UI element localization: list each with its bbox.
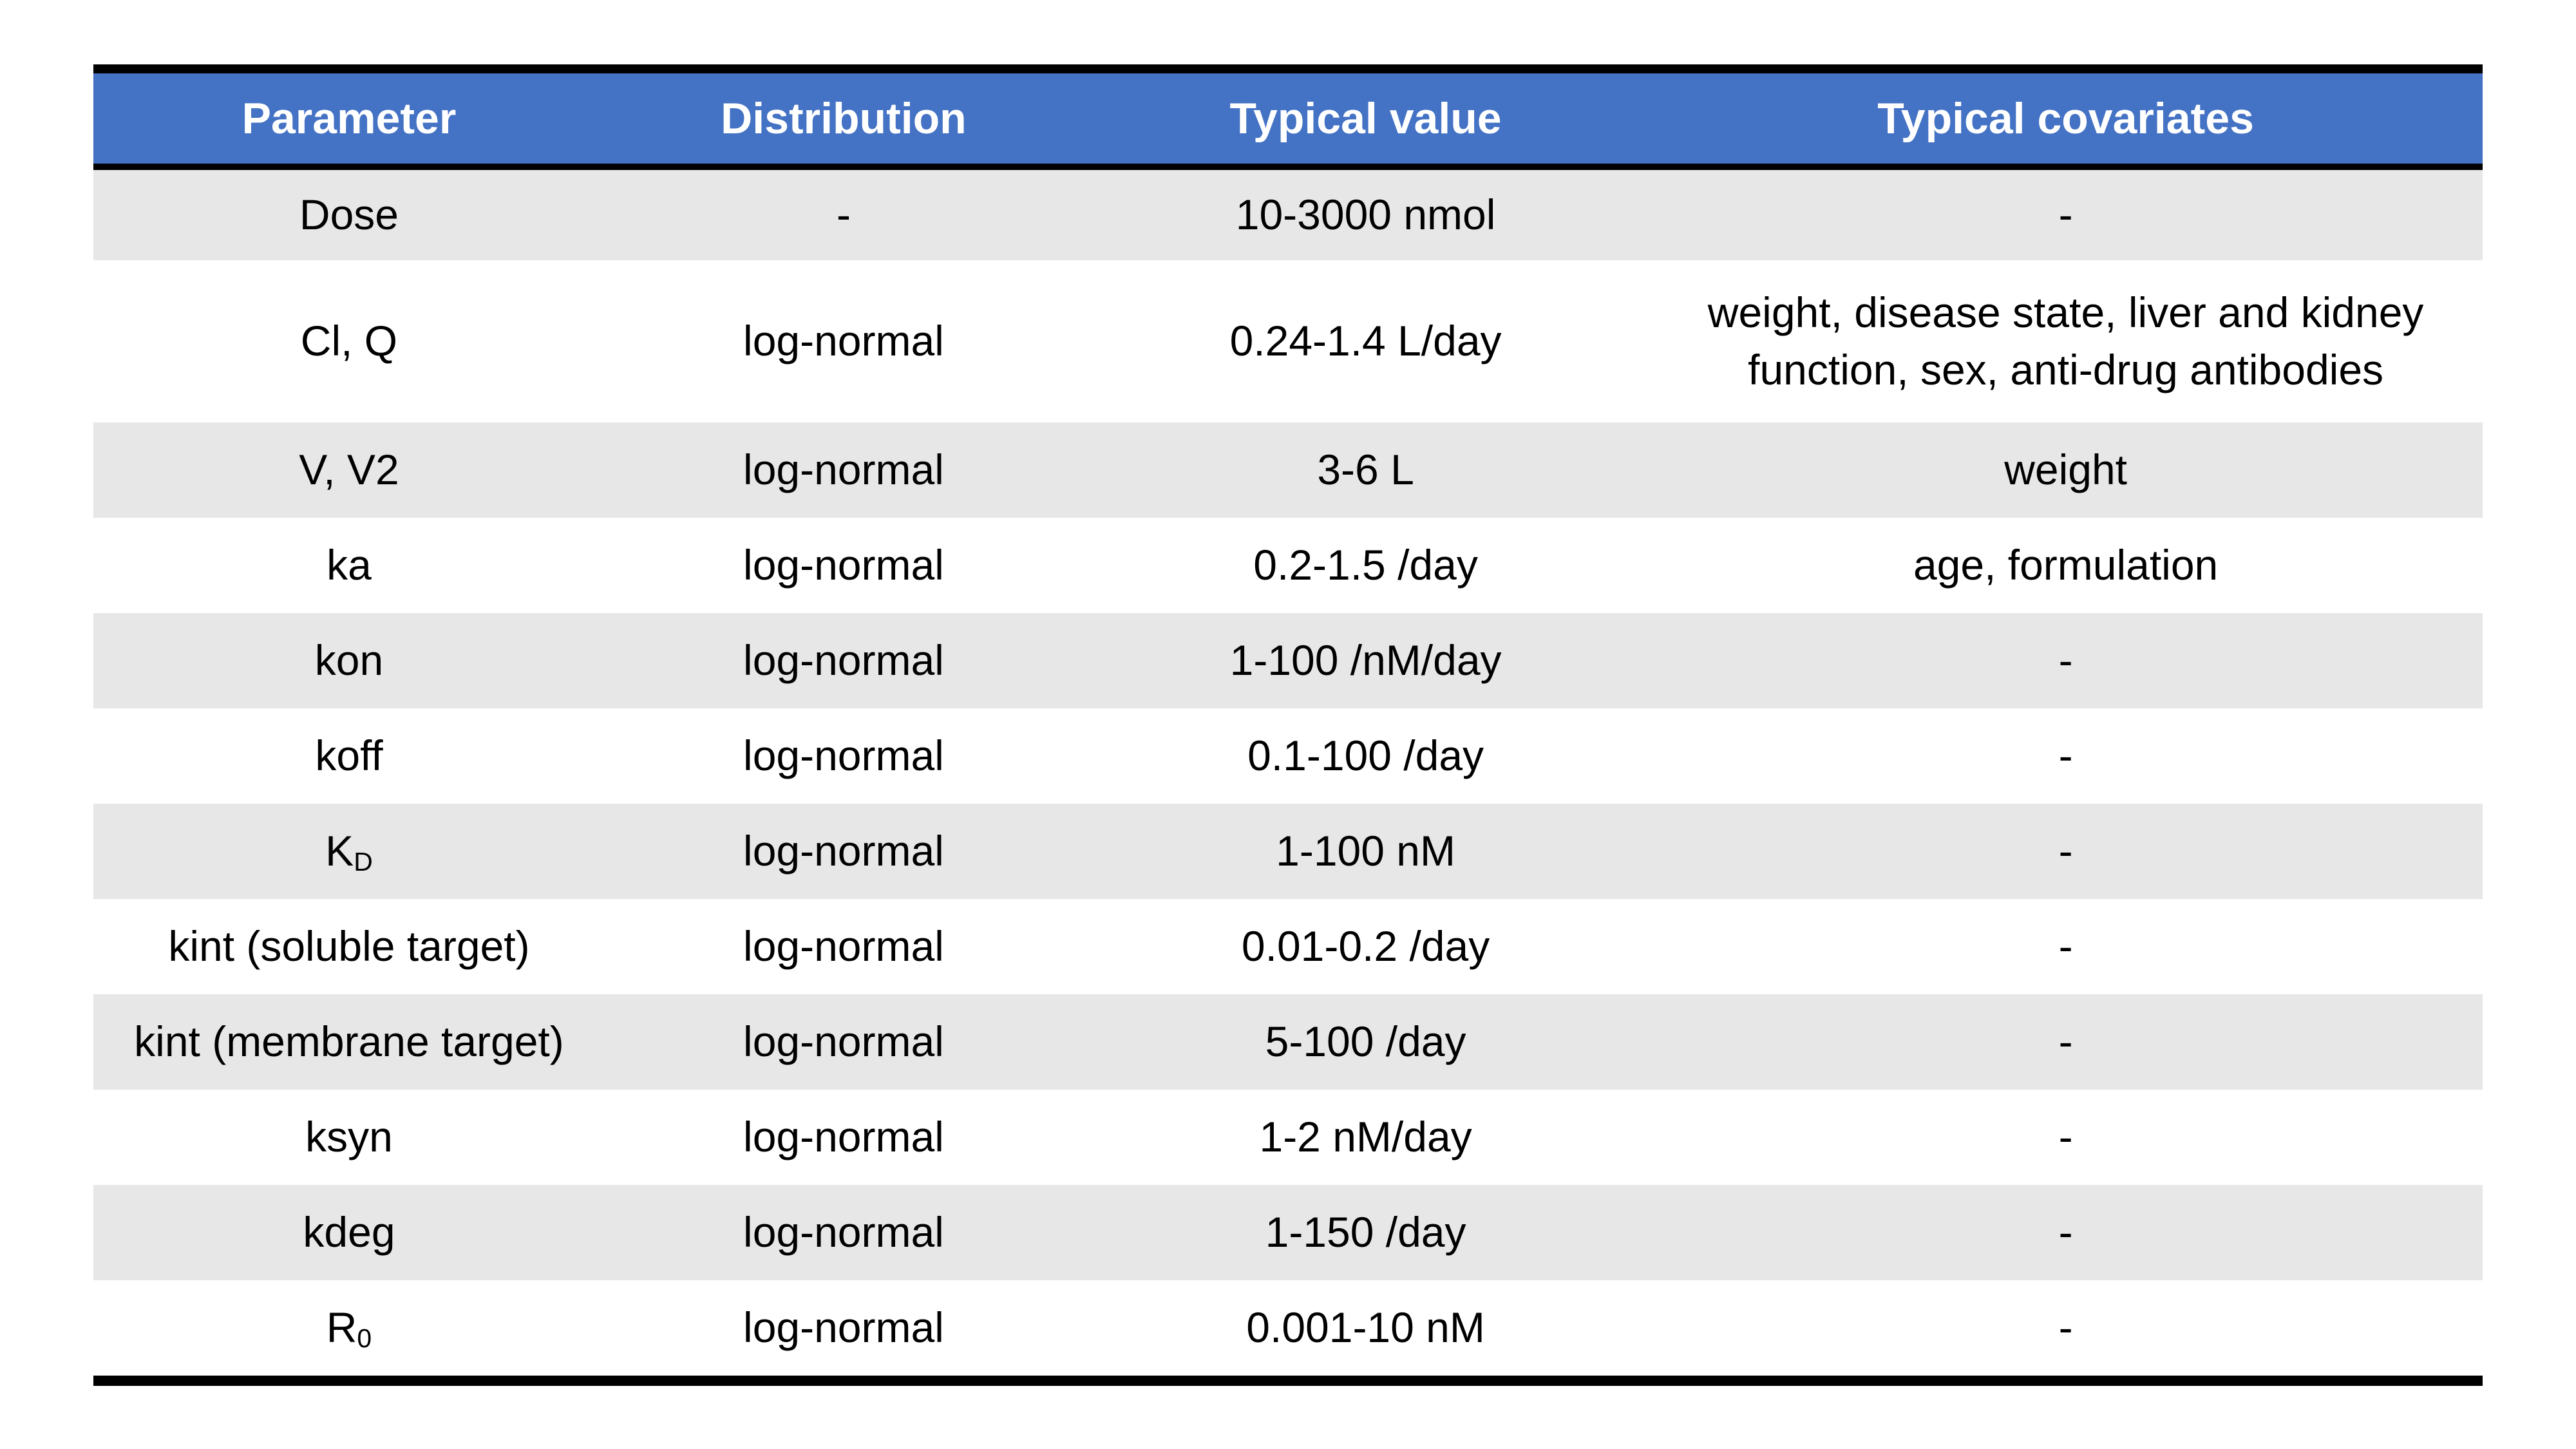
typical-covariates-text: - <box>2058 1303 2073 1352</box>
cell-typical-covariates: - <box>1649 1299 2483 1356</box>
cell-parameter: kdeg <box>93 1204 605 1261</box>
cell-typical-covariates: weight, disease state, liver and kidney … <box>1649 284 2483 399</box>
parameter-name: kint (soluble target) <box>168 922 530 971</box>
typical-covariates-text: weight <box>2004 446 2127 494</box>
table-header-row: Parameter Distribution Typical value Typ… <box>93 73 2483 170</box>
cell-typical-value: 1-150 /day <box>1265 1208 1466 1256</box>
typical-covariates-text: age, formulation <box>1913 541 2219 589</box>
cell-distribution: log-normal <box>743 1208 944 1256</box>
cell-distribution: - <box>836 191 851 239</box>
table-row: kon log-normal 1-100 /nM/day - <box>93 613 2483 708</box>
parameter-name: koff <box>315 732 383 780</box>
cell-typical-value: 10-3000 nmol <box>1235 191 1496 239</box>
cell-typical-value: 1-2 nM/day <box>1259 1113 1472 1161</box>
typical-covariates-text: weight, disease state, liver and kidney … <box>1707 288 2424 393</box>
parameter-name: kint (membrane target) <box>134 1018 564 1066</box>
parameter-subscript: D <box>354 846 373 876</box>
typical-covariates-text: - <box>2058 922 2073 971</box>
cell-distribution: log-normal <box>743 827 944 875</box>
cell-typical-covariates: - <box>1649 822 2483 880</box>
column-header-typical-value: Typical value <box>1229 93 1502 143</box>
cell-parameter: kint (membrane target) <box>93 1013 605 1070</box>
column-header-typical-covariates: Typical covariates <box>1877 93 2254 143</box>
typical-covariates-text: - <box>2058 191 2073 239</box>
parameter-name: ka <box>327 541 372 589</box>
parameter-name: R <box>326 1303 357 1352</box>
cell-typical-value: 3-6 L <box>1317 446 1414 494</box>
parameter-name: V, V2 <box>299 446 399 494</box>
typical-covariates-text: - <box>2058 827 2073 875</box>
cell-parameter: Cl, Q <box>93 312 605 370</box>
cell-typical-value: 0.01-0.2 /day <box>1241 922 1490 971</box>
typical-covariates-text: - <box>2058 1208 2073 1256</box>
parameter-name: kon <box>314 636 384 685</box>
cell-parameter: V, V2 <box>93 441 605 498</box>
table-row: V, V2 log-normal 3-6 L weight <box>93 422 2483 518</box>
cell-distribution: log-normal <box>743 922 944 971</box>
cell-typical-value: 1-100 nM <box>1276 827 1455 875</box>
typical-covariates-text: - <box>2058 1113 2073 1161</box>
parameter-table: Parameter Distribution Typical value Typ… <box>93 64 2483 1386</box>
table-row: Cl, Q log-normal 0.24-1.4 L/day weight, dis… <box>93 260 2483 422</box>
cell-typical-value: 0.001-10 nM <box>1246 1303 1485 1352</box>
parameter-name: K <box>325 827 354 875</box>
cell-distribution: log-normal <box>743 1113 944 1161</box>
cell-parameter: kint (soluble target) <box>93 918 605 975</box>
table-row: KD log-normal 1-100 nM - <box>93 804 2483 899</box>
column-header-parameter: Parameter <box>242 93 457 143</box>
typical-covariates-text: - <box>2058 1018 2073 1066</box>
cell-typical-value: 0.1-100 /day <box>1247 732 1484 780</box>
cell-parameter: kon <box>93 632 605 689</box>
cell-typical-covariates: - <box>1649 1013 2483 1070</box>
cell-typical-covariates: age, formulation <box>1649 536 2483 594</box>
cell-parameter: ksyn <box>93 1108 605 1166</box>
cell-distribution: log-normal <box>743 446 944 494</box>
table-row: R0 log-normal 0.001-10 nM - <box>93 1280 2483 1376</box>
cell-typical-value: 1-100 /nM/day <box>1229 636 1502 685</box>
cell-distribution: log-normal <box>743 732 944 780</box>
typical-covariates-text: - <box>2058 636 2073 685</box>
cell-typical-covariates: - <box>1649 918 2483 975</box>
cell-typical-covariates: - <box>1649 1204 2483 1261</box>
table-row: ka log-normal 0.2-1.5 /day age, formulation <box>93 518 2483 613</box>
cell-typical-covariates: - <box>1649 1108 2483 1166</box>
cell-typical-value: 0.24-1.4 L/day <box>1229 317 1502 365</box>
table-body: Dose - 10-3000 nmol - Cl, Q log-normal 0.24-1.… <box>93 170 2483 1376</box>
table-row: kint (soluble target) log-normal 0.01-0.2 … <box>93 899 2483 994</box>
cell-distribution: log-normal <box>743 541 944 589</box>
cell-parameter: R0 <box>93 1299 605 1356</box>
cell-parameter: Dose <box>93 186 605 243</box>
parameter-name: Cl, Q <box>300 317 398 365</box>
table-row: kint (membrane target) log-normal 5-100 /d… <box>93 994 2483 1090</box>
table-row: koff log-normal 0.1-100 /day - <box>93 708 2483 804</box>
cell-parameter: koff <box>93 727 605 784</box>
cell-distribution: log-normal <box>743 636 944 685</box>
parameter-name: kdeg <box>303 1208 395 1256</box>
column-header-distribution: Distribution <box>721 93 967 143</box>
parameter-name: Dose <box>299 191 399 239</box>
table-row: ksyn log-normal 1-2 nM/day - <box>93 1090 2483 1185</box>
cell-parameter: KD <box>93 822 605 880</box>
cell-typical-covariates: - <box>1649 727 2483 784</box>
cell-typical-covariates: weight <box>1649 441 2483 498</box>
parameter-subscript: 0 <box>357 1323 372 1353</box>
parameter-name: ksyn <box>305 1113 393 1161</box>
cell-typical-value: 0.2-1.5 /day <box>1253 541 1478 589</box>
cell-typical-covariates: - <box>1649 186 2483 243</box>
table-row: Dose - 10-3000 nmol - <box>93 170 2483 260</box>
cell-distribution: log-normal <box>743 317 944 365</box>
cell-typical-covariates: - <box>1649 632 2483 689</box>
cell-distribution: log-normal <box>743 1303 944 1352</box>
table-row: kdeg log-normal 1-150 /day - <box>93 1185 2483 1280</box>
cell-typical-value: 5-100 /day <box>1265 1018 1466 1066</box>
cell-distribution: log-normal <box>743 1018 944 1066</box>
typical-covariates-text: - <box>2058 732 2073 780</box>
cell-parameter: ka <box>93 536 605 594</box>
